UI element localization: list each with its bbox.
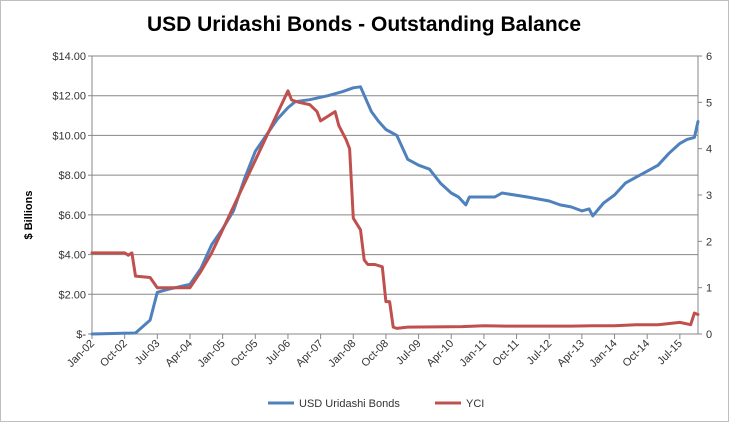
x-tick-label: Oct-05 (229, 338, 261, 370)
x-tick-label: Apr-13 (555, 338, 587, 370)
x-tick-label: Jan-05 (195, 338, 227, 370)
x-tick-label: Jul-15 (655, 338, 685, 368)
y-right-tick-label: 3 (706, 190, 712, 202)
legend-label: YCI (466, 398, 484, 410)
y-tick-label: $2.00 (58, 289, 86, 301)
x-tick-label: Jul-06 (263, 338, 293, 368)
series-line-usd-uridashi-bonds (90, 85, 700, 336)
y-right-tick-label: 6 (706, 51, 712, 63)
y-right-tick-label: 2 (706, 236, 712, 248)
x-tick-label: Jan-14 (587, 338, 619, 370)
axes: $- $2.00 $4.00 $6.00 $8.00 $10.00 $12.00 $14.00… (52, 51, 712, 370)
legend: USD Uridashi Bonds YCI (268, 398, 484, 410)
y-right-tick-label: 5 (706, 97, 712, 109)
y-tick-label: $12.00 (52, 91, 86, 103)
x-tick-label: Jan-02 (65, 338, 97, 370)
y-tick-label: $- (76, 329, 86, 341)
x-tick-label: Jan-11 (457, 338, 489, 370)
y-tick-label: $14.00 (52, 51, 86, 63)
y-tick-label: $4.00 (58, 250, 86, 262)
chart-title: USD Uridashi Bonds - Outstanding Balance (147, 13, 581, 36)
x-tick-label: Jul-12 (525, 338, 555, 368)
x-tick-label: Jul-03 (133, 338, 163, 368)
x-tick-label: Apr-04 (163, 338, 195, 370)
y-right-tick-label: 4 (706, 144, 712, 156)
y-tick-label: $8.00 (58, 170, 86, 182)
y-right-tick-label: 1 (706, 283, 712, 295)
x-tick-label: Oct-08 (359, 338, 391, 370)
y-right-tick-label: 0 (706, 329, 712, 341)
series-line-yci (90, 89, 700, 330)
x-tick-label: Oct-14 (620, 338, 652, 370)
x-tick-label: Apr-07 (294, 338, 326, 370)
y-tick-label: $10.00 (52, 130, 86, 142)
x-tick-label: Jul-09 (394, 338, 424, 368)
gridlines (92, 55, 698, 335)
y-axis-label: $ Billions (23, 191, 35, 240)
series-lines (90, 85, 700, 336)
x-tick-label: Jan-08 (326, 338, 358, 370)
x-tick-label: Oct-11 (490, 338, 521, 369)
y-tick-label: $6.00 (58, 210, 86, 222)
x-tick-label: Oct-02 (98, 338, 130, 370)
x-tick-label: Apr-10 (425, 338, 457, 370)
legend-label: USD Uridashi Bonds (299, 398, 400, 410)
